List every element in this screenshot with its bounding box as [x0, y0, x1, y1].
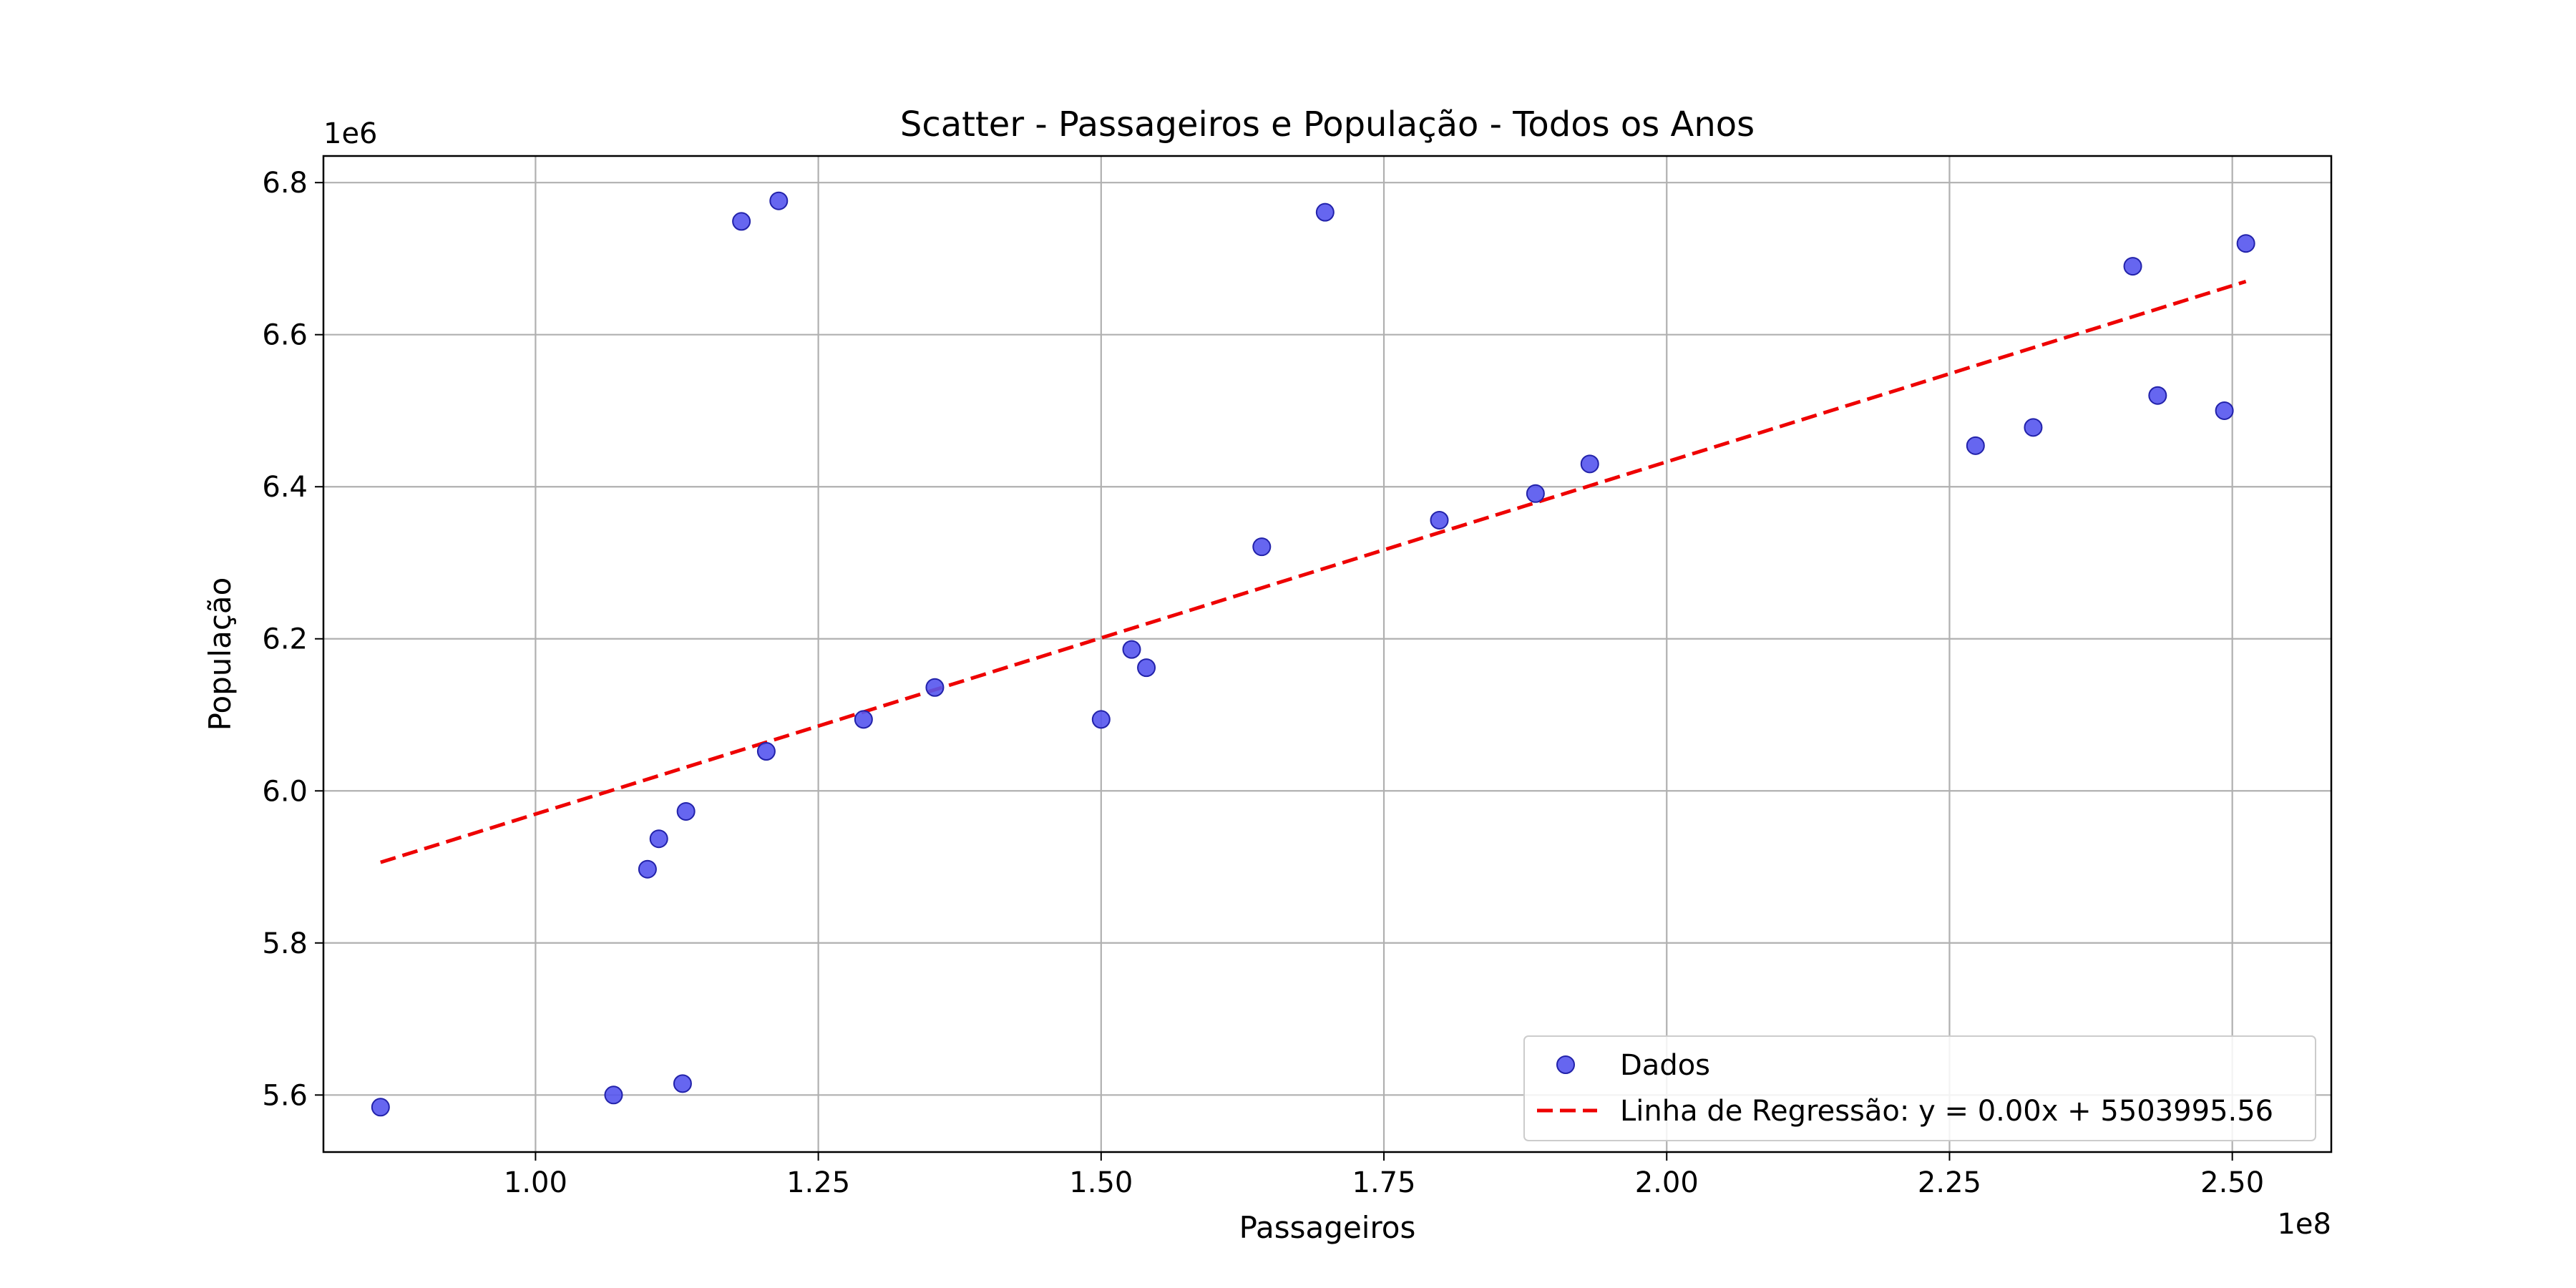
y-tick-label: 5.6: [262, 1079, 308, 1112]
scatter-points: [371, 191, 2255, 1117]
legend-box: [1523, 1035, 2316, 1141]
x-tick-label: 1.25: [786, 1166, 850, 1199]
grid-layer: [323, 156, 2331, 1152]
legend: Dados Linha de Regressão: y = 0.00x + 55…: [1523, 1035, 2316, 1141]
x-tick-label: 1.75: [1352, 1166, 1416, 1199]
scatter-point: [1580, 454, 1599, 474]
scatter-point: [2215, 401, 2234, 420]
y-tick-label: 6.8: [262, 167, 308, 200]
scatter-point: [1315, 203, 1335, 222]
legend-label-regression: Linha de Regressão: y = 0.00x + 5503995.…: [1620, 1095, 2273, 1128]
scatter-point: [2148, 386, 2167, 405]
scatter-point: [2024, 418, 2043, 437]
scatter-point: [2236, 234, 2255, 253]
scatter-point: [732, 212, 751, 231]
scatter-point: [371, 1098, 390, 1117]
scatter-point: [649, 829, 668, 849]
y-tick-label: 6.4: [262, 471, 308, 504]
scatter-point: [1091, 710, 1111, 729]
x-tick-label: 2.25: [1918, 1166, 1981, 1199]
y-axis-label: População: [203, 577, 238, 731]
scatter-point: [2123, 257, 2142, 276]
x-tick-label: 2.00: [1635, 1166, 1699, 1199]
scatter-point: [676, 801, 696, 821]
chart-title: Scatter - Passageiros e População - Todo…: [900, 104, 1755, 145]
x-axis-offset-label: 1e8: [2277, 1208, 2331, 1241]
scatter-point: [673, 1074, 692, 1093]
y-tick-label: 5.8: [262, 927, 308, 960]
scatter-point: [604, 1085, 623, 1105]
scatter-point: [854, 710, 873, 729]
y-tick-label: 6.2: [262, 623, 308, 656]
x-axis-label: Passageiros: [1239, 1210, 1416, 1245]
legend-marker-dados: [1556, 1055, 1575, 1074]
scatter-point: [769, 191, 789, 210]
scatter-point: [756, 742, 776, 761]
scatter-point: [1526, 484, 1545, 503]
regression-layer: [380, 279, 2247, 864]
scatter-point: [1252, 537, 1272, 557]
scatter-point: [1122, 640, 1141, 659]
y-axis-offset-label: 1e6: [323, 117, 378, 150]
x-tick-label: 1.00: [504, 1166, 567, 1199]
scatter-point: [1966, 436, 1985, 455]
legend-label-dados: Dados: [1620, 1049, 1710, 1082]
x-tick-label: 2.50: [2200, 1166, 2264, 1199]
axis-ticks: 1.00 1.25 1.50 1.75 2.00 2.25 2.50 5.6 5.8 6.0 6.2…: [262, 167, 2264, 1199]
y-tick-label: 6.0: [262, 775, 308, 808]
x-tick-label: 1.50: [1069, 1166, 1133, 1199]
regression-line: [380, 279, 2247, 864]
scatter-point: [1430, 510, 1449, 530]
y-tick-label: 6.6: [262, 319, 308, 352]
scatter-point: [1137, 658, 1156, 678]
scatter-point: [925, 678, 945, 697]
plot-frame: [322, 155, 2333, 1153]
scatter-point: [638, 859, 657, 879]
